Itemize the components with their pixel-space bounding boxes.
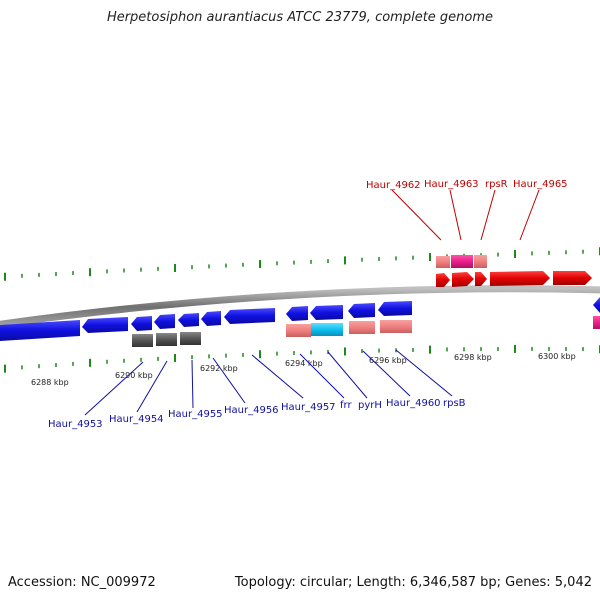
feature-box[interactable] xyxy=(286,324,311,337)
map-title: Herpetosiphon aurantiacus ATCC 23779, co… xyxy=(106,10,494,25)
scale-label: 6296 kbp xyxy=(369,356,407,365)
feature-box[interactable] xyxy=(593,316,600,329)
gene-arrow[interactable] xyxy=(475,272,487,286)
reverse-strand-genes xyxy=(0,297,600,341)
leader-line xyxy=(395,349,453,397)
forward-gene-labels: Haur_4962 Haur_4963 rpsR Haur_4965 xyxy=(366,179,568,241)
feature-box[interactable] xyxy=(180,332,201,345)
scale-label: 6288 kbp xyxy=(31,378,69,387)
gene-arrow[interactable] xyxy=(378,301,412,316)
forward-strand-features xyxy=(436,255,487,268)
feature-box[interactable] xyxy=(311,323,343,336)
feature-box[interactable] xyxy=(474,255,487,268)
gene-arrow[interactable] xyxy=(348,303,375,318)
topology-text: Topology: circular; Length: 6,346,587 bp… xyxy=(234,575,592,590)
scale-label: 6300 kbp xyxy=(538,352,576,361)
reverse-gene-labels: Haur_4953 Haur_4954 Haur_4955 Haur_4956 … xyxy=(48,349,466,430)
scale-labels: 6288 kbp 6290 kbp 6292 kbp 6294 kbp 6296… xyxy=(31,352,576,387)
scale-label: 6292 kbp xyxy=(200,364,238,373)
scale-ticks-top xyxy=(4,247,600,281)
gene-label[interactable]: Haur_4960 xyxy=(386,398,441,409)
feature-box[interactable] xyxy=(156,333,177,346)
leader-line xyxy=(212,357,246,404)
gene-label[interactable]: Haur_4957 xyxy=(281,402,336,413)
gene-label[interactable]: Haur_4955 xyxy=(168,409,223,420)
gene-arrow[interactable] xyxy=(201,311,221,326)
feature-box[interactable] xyxy=(451,255,473,268)
gene-label[interactable]: Haur_4963 xyxy=(424,179,479,190)
gene-arrow[interactable] xyxy=(0,320,80,341)
gene-arrow[interactable] xyxy=(154,314,175,329)
gene-label[interactable]: Haur_4956 xyxy=(224,405,279,416)
gene-arrow[interactable] xyxy=(131,316,152,331)
gene-arrow[interactable] xyxy=(490,271,550,286)
leader-line xyxy=(362,350,411,397)
forward-strand-genes xyxy=(436,271,592,287)
gene-arrow[interactable] xyxy=(593,297,600,313)
gene-label[interactable]: pyrH xyxy=(358,400,382,411)
gene-label[interactable]: rpsB xyxy=(443,398,466,409)
scale-label: 6294 kbp xyxy=(285,359,323,368)
feature-box[interactable] xyxy=(132,334,153,347)
feature-box[interactable] xyxy=(380,320,412,333)
gene-arrow[interactable] xyxy=(82,317,128,333)
genome-backbone xyxy=(0,285,600,328)
leader-line xyxy=(136,360,168,413)
gene-label[interactable]: Haur_4965 xyxy=(513,179,568,190)
leader-line xyxy=(251,354,304,399)
leader-line xyxy=(327,351,368,399)
gene-arrow[interactable] xyxy=(310,305,343,320)
gene-arrow[interactable] xyxy=(553,271,592,285)
leader-line xyxy=(191,359,194,409)
reverse-strand-features xyxy=(132,316,600,347)
gene-arrow[interactable] xyxy=(452,272,474,287)
leader-line xyxy=(84,361,144,416)
leader-line xyxy=(480,189,496,241)
scale-ticks-bottom xyxy=(4,344,600,373)
gene-label[interactable]: Haur_4954 xyxy=(109,414,164,425)
leader-line xyxy=(391,189,442,241)
gene-label[interactable]: Haur_4962 xyxy=(366,180,421,191)
gene-label[interactable]: frr xyxy=(340,400,352,411)
gene-arrow[interactable] xyxy=(286,306,308,321)
accession-text: Accession: NC_009972 xyxy=(8,575,156,590)
scale-label: 6298 kbp xyxy=(454,353,492,362)
scale-label: 6290 kbp xyxy=(115,371,153,380)
gene-arrow[interactable] xyxy=(436,273,450,287)
leader-line xyxy=(299,353,345,399)
gene-arrow[interactable] xyxy=(178,313,199,327)
leader-line xyxy=(449,189,462,241)
leader-line xyxy=(519,189,540,241)
gene-label[interactable]: rpsR xyxy=(485,179,508,190)
gene-arrow[interactable] xyxy=(224,308,275,324)
feature-box[interactable] xyxy=(436,256,450,268)
gene-label[interactable]: Haur_4953 xyxy=(48,419,103,430)
feature-box[interactable] xyxy=(349,321,375,334)
